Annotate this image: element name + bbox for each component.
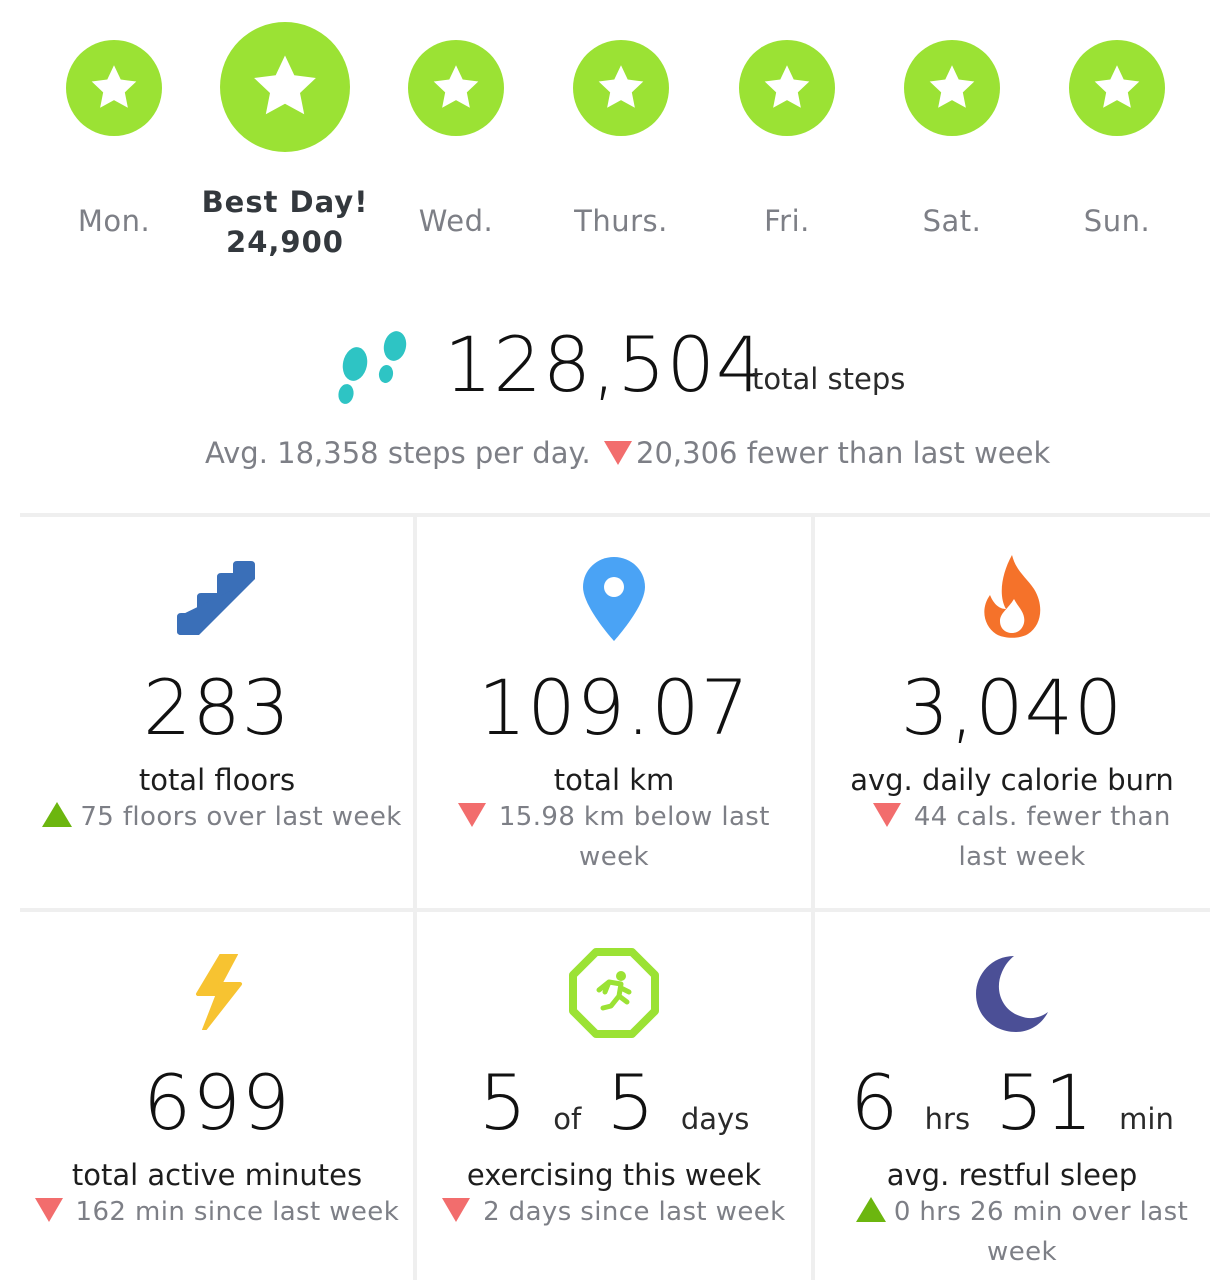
active-minutes-delta-text: 162 min since last week	[75, 1197, 400, 1227]
day-wed[interactable]: Wed.	[406, 0, 506, 290]
stairs-icon	[177, 561, 255, 635]
days-label: days	[680, 1102, 750, 1136]
stat-active-minutes[interactable]: 699 total active minutes 162 min since l…	[22, 912, 412, 1280]
exercise-days-title: exercising this week	[466, 1158, 762, 1192]
distance-delta-text: 15.98 km below last week	[498, 802, 770, 872]
hrs-label: hrs	[924, 1102, 971, 1136]
steps-change: 20,306 fewer than last week	[604, 436, 1050, 470]
down-arrow-icon	[873, 803, 902, 827]
distance-value: 109.07	[478, 663, 750, 752]
calories-delta: 44 cals. fewer than last week	[847, 797, 1197, 877]
stat-floors[interactable]: 283 total floors 75 floors over last wee…	[22, 517, 412, 908]
divider	[20, 908, 1210, 912]
star-icon	[598, 65, 644, 108]
steps-change-text: 20,306 fewer than last week	[636, 436, 1051, 470]
min-label: min	[1119, 1102, 1174, 1136]
day-label: Thurs.	[574, 204, 668, 238]
star-icon	[1094, 65, 1140, 108]
star-badge	[66, 40, 162, 136]
star-badge	[408, 40, 504, 136]
day-best[interactable]: Best Day! 24,900	[202, 0, 367, 290]
sleep-delta: 0 hrs 26 min over last week	[847, 1192, 1197, 1272]
map-pin-icon	[583, 557, 645, 641]
day-label: Mon.	[77, 204, 151, 238]
day-label: Sun.	[1083, 204, 1151, 238]
sleep-hours: 6	[850, 1058, 900, 1147]
star-icon	[254, 55, 316, 115]
down-arrow-icon	[604, 441, 632, 465]
floors-delta: 75 floors over last week	[32, 797, 412, 837]
active-minutes-title: total active minutes	[71, 1158, 363, 1192]
distance-title: total km	[553, 763, 675, 797]
stat-calories[interactable]: 3,040 avg. daily calorie burn 44 cals. f…	[817, 517, 1207, 908]
divider	[413, 517, 417, 1280]
star-badge-large	[220, 22, 350, 152]
calories-delta-text: 44 cals. fewer than last week	[913, 802, 1171, 872]
day-mon[interactable]: Mon.	[64, 0, 164, 290]
lightning-icon	[196, 954, 242, 1030]
day-thurs[interactable]: Thurs.	[571, 0, 671, 290]
down-arrow-icon	[34, 1198, 63, 1222]
up-arrow-icon	[855, 1197, 886, 1222]
star-badge	[573, 40, 669, 136]
exercise-days-count: 5	[478, 1058, 529, 1147]
day-label: Sat.	[922, 204, 982, 238]
active-minutes-delta: 162 min since last week	[22, 1192, 412, 1232]
star-icon	[929, 65, 975, 108]
day-sun[interactable]: Sun.	[1067, 0, 1167, 290]
floors-title: total floors	[138, 763, 296, 797]
distance-delta: 15.98 km below last week	[419, 797, 809, 877]
stat-exercise-days[interactable]: 5 of 5 days exercising this week 2 days …	[419, 912, 809, 1280]
exercise-days-value: 5 of 5 days	[419, 1058, 809, 1147]
of-label: of	[553, 1102, 582, 1136]
down-arrow-icon	[442, 1198, 471, 1222]
total-steps-value: 128,504	[444, 320, 766, 409]
stat-distance[interactable]: 109.07 total km 15.98 km below last week	[419, 517, 809, 908]
star-badge	[1069, 40, 1165, 136]
calories-title: avg. daily calorie burn	[850, 763, 1174, 797]
sleep-value: 6 hrs 51 min	[817, 1058, 1207, 1147]
up-arrow-icon	[42, 802, 73, 827]
exercise-days-delta-text: 2 days since last week	[483, 1197, 786, 1227]
day-label: Fri.	[764, 204, 810, 238]
star-icon	[91, 65, 137, 108]
sleep-minutes: 51	[995, 1058, 1094, 1147]
day-fri[interactable]: Fri.	[737, 0, 837, 290]
star-icon	[433, 65, 479, 108]
best-day-label: Best Day!	[201, 185, 369, 219]
steps-summary[interactable]: 128,504 total steps	[0, 318, 1230, 418]
exercise-days-delta: 2 days since last week	[419, 1192, 809, 1232]
sleep-delta-text: 0 hrs 26 min over last week	[893, 1197, 1189, 1267]
total-steps-label: total steps	[752, 362, 906, 396]
day-label: Wed.	[418, 204, 494, 238]
running-badge-icon	[569, 948, 659, 1038]
star-icon	[764, 65, 810, 108]
flame-icon	[984, 555, 1041, 638]
floors-value: 283	[142, 663, 292, 752]
divider	[20, 513, 1210, 517]
divider	[811, 517, 815, 1280]
floors-delta-text: 75 floors over last week	[80, 802, 402, 832]
best-day-steps: 24,900	[226, 225, 344, 259]
active-minutes-value: 699	[142, 1058, 292, 1147]
exercise-days-goal: 5	[606, 1058, 656, 1147]
day-sat[interactable]: Sat.	[902, 0, 1002, 290]
star-badge	[739, 40, 835, 136]
calories-value: 3,040	[900, 663, 1124, 752]
star-badge	[904, 40, 1000, 136]
sleep-title: avg. restful sleep	[886, 1158, 1138, 1192]
moon-icon	[976, 956, 1048, 1032]
stat-sleep[interactable]: 6 hrs 51 min avg. restful sleep 0 hrs 26…	[817, 912, 1207, 1280]
down-arrow-icon	[458, 803, 487, 827]
avg-steps-text: Avg. 18,358 steps per day.	[205, 436, 591, 470]
footprints-icon	[338, 331, 407, 404]
